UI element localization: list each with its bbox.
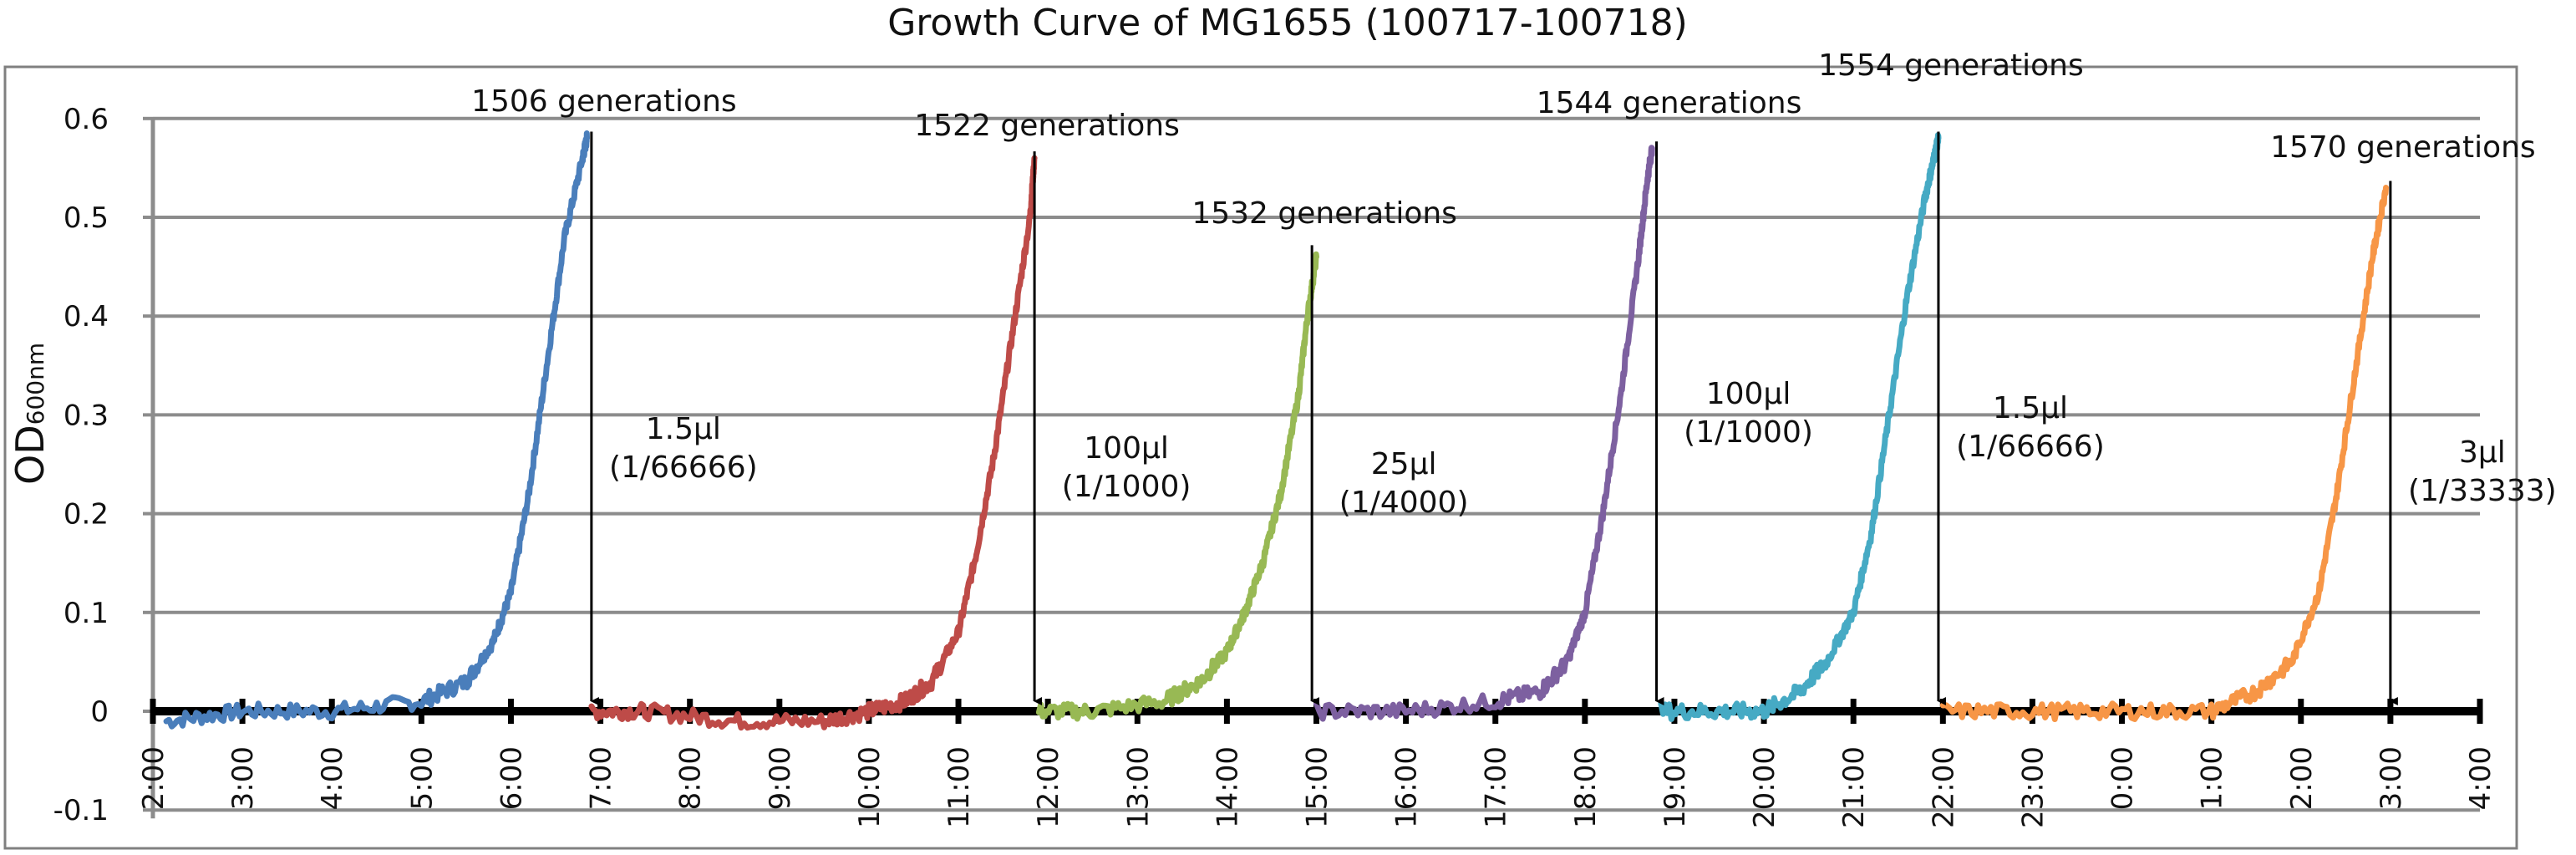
x-tick-label: 4:00 [2464,746,2497,810]
y-tick-label: 0.4 [64,300,109,333]
annotation-volume: 1.5μl [646,412,721,446]
series-line [163,130,590,730]
x-tick-label: 2:00 [137,746,170,810]
series-line [1939,185,2389,722]
annotation-volume: 1.5μl [1993,391,2068,425]
chart-title: Growth Curve of MG1655 (100717-100718) [887,2,1688,44]
x-tick-label: 2:00 [2285,746,2319,810]
annotation-dilution: (1/33333) [2408,474,2557,508]
x-tick-label: 16:00 [1390,746,1424,828]
annotation-dilution: (1/1000) [1684,415,1813,450]
plot-frame [3,65,2518,850]
x-tick-label: 21:00 [1837,746,1871,828]
y-tick-label: -0.1 [53,794,109,827]
annotation-generations: 1506 generations [471,84,737,119]
x-tick-label: 9:00 [764,746,797,810]
x-tick-label: 3:00 [2375,746,2408,810]
x-tick-label: 22:00 [1927,746,1960,828]
x-tick-label: 20:00 [1748,746,1781,828]
annotation-generations: 1522 generations [914,109,1180,143]
y-tick-label: 0.1 [64,597,109,630]
x-tick-label: 13:00 [1121,746,1155,828]
y-tick-label: 0 [90,695,109,729]
annotation-volume: 100μl [1706,377,1791,411]
annotation-dilution: (1/66666) [1956,430,2105,464]
annotation-dilution: (1/66666) [609,450,758,485]
y-axis-label-main: OD [8,425,53,485]
x-tick-label: 3:00 [226,746,260,810]
y-tick-label: 0.3 [64,399,109,432]
y-tick-label: 0.5 [64,201,109,235]
x-tick-label: 17:00 [1480,746,1513,828]
annotations-group: 1506 generations 1.5μl (1/66666) 1522 gener… [471,48,2557,705]
annotation-generations: 1532 generations [1191,196,1457,231]
x-tick-label: 18:00 [1569,746,1603,828]
annotation-generations: 1544 generations [1537,86,1802,120]
annotation-generations: 1554 generations [1818,48,2084,83]
x-tick-label: 12:00 [1032,746,1065,828]
x-tick-label: 5:00 [405,746,439,810]
annotation-dilution: (1/4000) [1339,486,1469,520]
x-tick-label: 14:00 [1211,746,1244,828]
y-tick-label: 0.2 [64,498,109,532]
x-tick-label: 19:00 [1659,746,1692,828]
annotation-generations: 1570 generations [2270,130,2536,165]
annotation-dilution: (1/1000) [1062,470,1191,504]
x-tick-label: 10:00 [853,746,887,828]
x-tick-label: 0:00 [2106,746,2140,810]
series-group [163,130,2389,731]
x-tick-label: 1:00 [2196,746,2229,810]
x-tick-label: 4:00 [316,746,349,810]
annotation-volume: 3μl [2459,435,2506,470]
series-line [588,155,1038,731]
annotation-volume: 25μl [1371,447,1437,481]
series-line [1035,251,1319,722]
y-tick-labels: -0.1 0 0.1 0.2 0.3 0.4 0.5 0.6 [53,103,109,827]
series-line [1658,132,1942,722]
y-axis-label-subscript: 600nm [22,343,49,425]
annotation-volume: 100μl [1084,431,1169,466]
series-line [1313,145,1655,722]
x-tick-label: 15:00 [1301,746,1334,828]
x-tick-label: 8:00 [674,746,708,810]
y-axis-label: OD600nm [8,343,53,485]
x-tick-label: 23:00 [2016,746,2050,828]
x-tick-label: 11:00 [943,746,976,828]
y-tick-label: 0.6 [64,103,109,136]
x-tick-label: 6:00 [495,746,528,810]
x-tick-label: 7:00 [585,746,618,810]
